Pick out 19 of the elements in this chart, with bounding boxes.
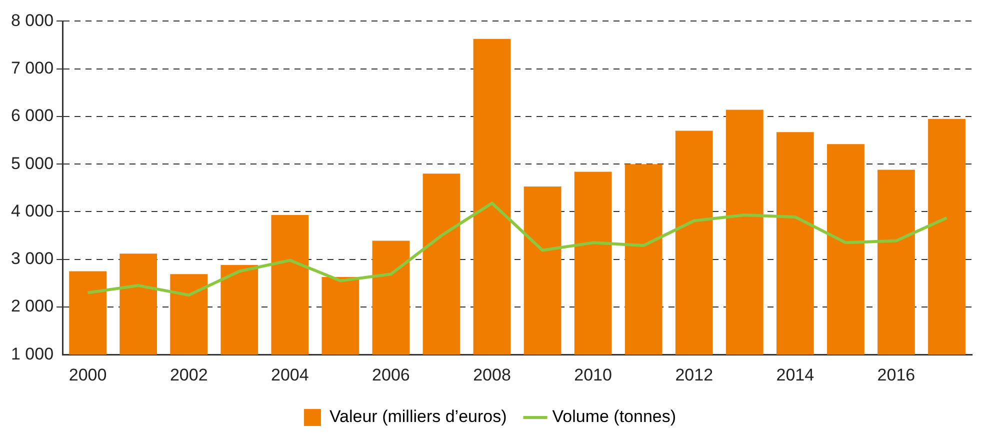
y-tick-label: 6 000 xyxy=(10,106,54,126)
x-tick-label: 2016 xyxy=(877,365,916,384)
legend-label: Volume (tonnes) xyxy=(552,407,676,426)
y-tick-label: 4 000 xyxy=(10,201,54,220)
x-tick-label: 2006 xyxy=(372,365,410,384)
y-tick-label: 7 000 xyxy=(10,58,54,78)
y-tick-label: 5 000 xyxy=(10,154,54,173)
x-tick-label: 2012 xyxy=(675,365,714,384)
y-tick-label: 8 000 xyxy=(10,10,54,30)
x-tick-label: 2000 xyxy=(68,365,107,384)
x-tick-label: 2014 xyxy=(776,365,814,384)
y-tick-label: 1 000 xyxy=(10,344,54,364)
legend-label: Valeur (milliers d’euros) xyxy=(329,407,507,426)
x-tick-label: 2004 xyxy=(270,365,309,384)
y-tick-label: 2 000 xyxy=(10,296,54,316)
x-tick-label: 2010 xyxy=(574,365,612,384)
y-tick-label: 3 000 xyxy=(10,249,54,268)
x-tick-label: 2002 xyxy=(170,365,208,384)
x-tick-label: 2008 xyxy=(473,365,511,384)
